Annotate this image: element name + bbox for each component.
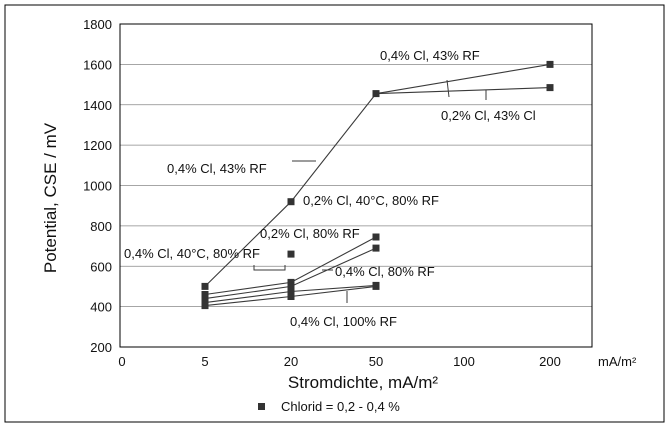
data-point <box>546 84 554 92</box>
y-tick-label: 600 <box>90 259 112 274</box>
y-tick-label: 1400 <box>83 98 112 113</box>
y-tick-label: 1800 <box>83 17 112 32</box>
x-tick-label: 0 <box>118 354 125 369</box>
outer-frame <box>4 4 665 423</box>
x-tick-label: 5 <box>201 354 208 369</box>
series-line-0 <box>204 63 551 287</box>
series-line-1 <box>375 87 551 95</box>
annotations: 0,4% Cl, 43% RF 0,2% Cl, 43% Cl 0,4% Cl, 4… <box>124 48 536 329</box>
y-axis-title: Potential, CSE / mV <box>41 122 60 273</box>
data-point <box>287 198 295 206</box>
annotation-leaders <box>253 79 487 303</box>
y-tick-label: 1000 <box>83 179 112 194</box>
data-point <box>372 282 380 290</box>
y-axis-ticks: 200 400 600 800 1000 1200 1400 1600 1800 <box>83 17 112 355</box>
data-point <box>287 288 295 295</box>
annotation-leader-line <box>446 79 450 98</box>
data-point <box>546 60 554 68</box>
data-point <box>201 302 209 310</box>
y-tick-label: 1200 <box>83 138 112 153</box>
data-point <box>287 250 295 258</box>
y-tick-label: 400 <box>90 300 112 315</box>
y-tick-label: 800 <box>90 219 112 234</box>
gridlines <box>120 63 592 308</box>
annotation-label: 0,2% Cl, 43% Cl <box>441 108 536 123</box>
plot-area <box>119 23 593 348</box>
x-axis-title: Stromdichte, mA/m² <box>288 373 439 392</box>
y-tick-label: 200 <box>90 340 112 355</box>
data-point <box>372 244 380 252</box>
data-point <box>287 293 295 300</box>
legend-label: Chlorid = 0,2 - 0,4 % <box>281 399 400 414</box>
x-tick-label: 50 <box>369 354 383 369</box>
x-tick-label: 20 <box>284 354 298 369</box>
data-point <box>287 278 295 286</box>
annotation-label: 0,4% Cl, 80% RF <box>335 264 435 279</box>
data-point <box>201 282 209 290</box>
data-point <box>372 90 380 98</box>
x-tick-label: 100 <box>453 354 475 369</box>
data-point <box>372 233 380 241</box>
data-point <box>201 295 209 303</box>
x-tick-label: 200 <box>539 354 561 369</box>
annotation-leader-line <box>253 265 286 271</box>
annotation-label: 0,2% Cl, 40°C, 80% RF <box>303 193 439 208</box>
x-axis-ticks: 0 5 20 50 100 200 <box>118 354 560 369</box>
x-unit-label: mA/m² <box>598 354 637 369</box>
annotation-label: 0,4% Cl, 43% RF <box>380 48 480 63</box>
data-markers <box>201 60 554 310</box>
data-point <box>287 282 295 290</box>
annotation-label: 0,4% Cl, 43% RF <box>167 161 267 176</box>
annotation-label: 0,4% Cl, 40°C, 80% RF <box>124 246 260 261</box>
data-point <box>201 291 209 298</box>
legend-marker-icon <box>258 403 265 410</box>
legend: Chlorid = 0,2 - 0,4 % <box>258 399 400 414</box>
y-tick-label: 1600 <box>83 57 112 72</box>
annotation-label: 0,4% Cl, 100% RF <box>290 314 397 329</box>
annotation-label: 0,2% Cl, 80% RF <box>260 226 360 241</box>
